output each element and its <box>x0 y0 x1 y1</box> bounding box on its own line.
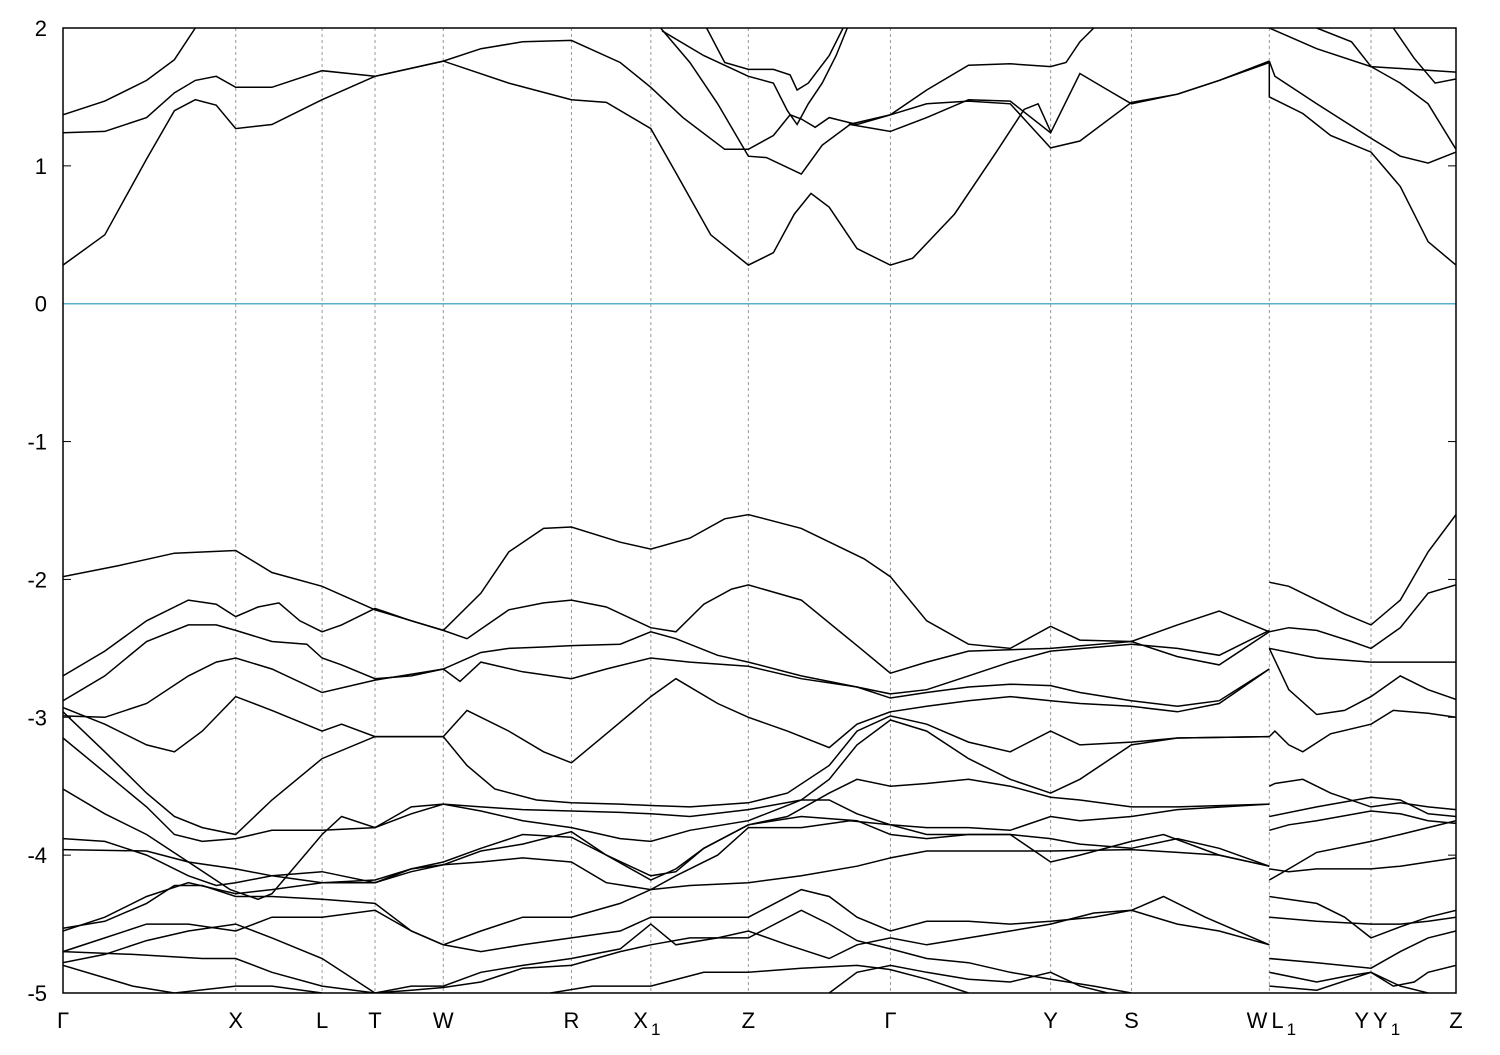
y-tick-label: -3 <box>27 705 47 730</box>
band-line <box>828 964 1108 993</box>
plot-background <box>63 28 1456 993</box>
kpoint-label: Y <box>1043 1008 1058 1033</box>
band-line <box>1269 930 1456 969</box>
band-line <box>1268 61 1456 266</box>
band-line <box>63 719 1270 843</box>
band-line <box>63 909 1270 993</box>
band-line <box>63 711 1270 836</box>
kpoint-label: L <box>316 1008 328 1033</box>
band-line <box>1269 647 1456 663</box>
band-line <box>550 964 969 993</box>
y-tick-label: -1 <box>27 430 47 455</box>
kpoint-label: T <box>368 1008 381 1033</box>
band-line <box>63 799 1270 901</box>
band-line <box>1269 916 1456 925</box>
kpoint-label: Y <box>1354 1008 1369 1033</box>
band-line <box>1268 819 1456 881</box>
band-line <box>63 668 1270 764</box>
band-line <box>1269 584 1456 650</box>
band-line <box>848 28 1095 126</box>
band-line <box>1268 648 1456 716</box>
band-line <box>1269 514 1456 626</box>
kpoint-label: Γ <box>57 1008 69 1033</box>
kpoint-label: Z <box>1449 1008 1462 1033</box>
band-line <box>1269 964 1456 987</box>
y-tick-label: -4 <box>27 843 47 868</box>
kpoint-label: S <box>1124 1008 1139 1033</box>
band-line <box>1392 28 1456 84</box>
band-line <box>1268 709 1456 753</box>
band-line <box>63 909 1132 993</box>
band-line <box>63 60 1052 266</box>
band-line <box>63 624 1270 702</box>
band-line <box>1269 810 1456 832</box>
band-line <box>63 657 1270 719</box>
band-line <box>1269 971 1429 993</box>
kpoint-label: W <box>433 1008 454 1033</box>
band-line <box>63 513 1270 650</box>
kpoint-label: Γ <box>884 1008 896 1033</box>
band-line <box>1268 778 1456 811</box>
band-line <box>1269 857 1456 873</box>
y-tick-label: -5 <box>27 981 47 1006</box>
band-line <box>63 28 196 116</box>
band-line <box>1269 796 1456 818</box>
y-axis: 2 1 0 -1 -2 -3 -4 -5 <box>27 16 1456 1006</box>
band-line <box>661 28 848 126</box>
y-tick-label: -2 <box>27 567 47 592</box>
kpoint-label: R <box>563 1008 579 1033</box>
y-tick-label: 0 <box>35 292 47 317</box>
plot-frame <box>62 27 1457 994</box>
bands <box>63 28 1456 993</box>
band-line <box>63 888 1270 953</box>
band-line <box>660 28 1270 176</box>
band-line <box>63 815 1270 932</box>
band-line <box>1268 60 1456 164</box>
y-tick-label: 1 <box>35 154 47 179</box>
band-line <box>63 964 323 993</box>
kpoint-label: W <box>1247 1008 1268 1033</box>
band-line <box>63 584 1270 677</box>
band-line <box>1316 28 1456 150</box>
y-tick-label: 2 <box>35 16 47 41</box>
band-line <box>63 39 1270 151</box>
band-line <box>705 28 844 92</box>
band-line <box>1269 895 1456 939</box>
band-line <box>63 803 1270 891</box>
kpoint-label: Z <box>742 1008 755 1033</box>
kpoint-label: X <box>228 1008 243 1033</box>
band-line <box>63 848 1270 946</box>
